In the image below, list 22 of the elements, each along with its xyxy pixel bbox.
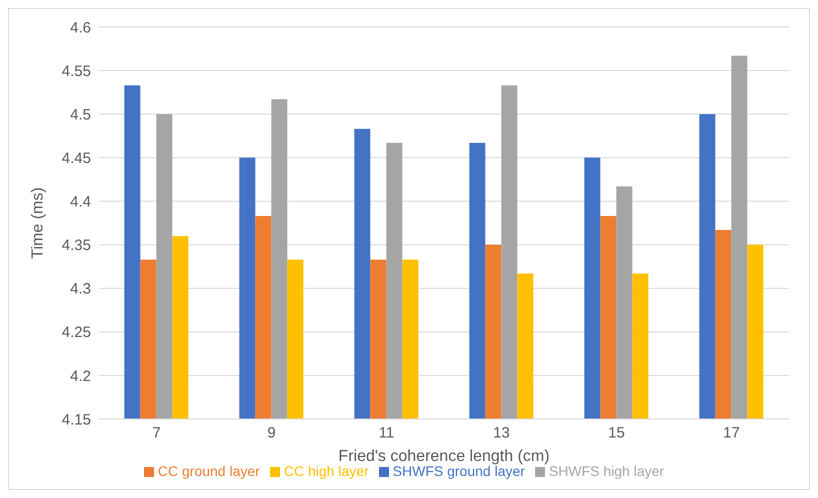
x-tick-label: 13 bbox=[493, 424, 510, 442]
y-tick-label: 4.55 bbox=[62, 62, 91, 80]
x-tick-label: 9 bbox=[267, 424, 276, 442]
y-tick-label: 4.45 bbox=[62, 150, 91, 167]
legend-label: CC high layer bbox=[284, 463, 369, 479]
y-tick-label: 4.15 bbox=[62, 411, 91, 428]
y-tick-label: 4.5 bbox=[70, 106, 91, 124]
x-tick-label: 17 bbox=[723, 424, 740, 442]
legend-label: SHWFS high layer bbox=[548, 463, 664, 479]
y-tick-label: 4.2 bbox=[70, 368, 91, 385]
x-tick-label: 15 bbox=[608, 424, 625, 442]
y-tick-label: 4.3 bbox=[70, 280, 91, 298]
legend-label: SHWFS ground layer bbox=[392, 463, 525, 479]
x-tick-label: 11 bbox=[378, 424, 394, 442]
x-axis-title: Fried's coherence length (cm) bbox=[338, 448, 550, 465]
y-axis-title: Time (ms) bbox=[30, 187, 47, 259]
y-tick-label: 4.35 bbox=[62, 237, 91, 254]
legend-label: CC ground layer bbox=[158, 463, 260, 479]
y-tick-label: 4.6 bbox=[70, 19, 91, 36]
y-tick-label: 4.25 bbox=[62, 324, 91, 342]
y-tick-label: 4.4 bbox=[70, 194, 91, 211]
x-tick-label: 7 bbox=[152, 424, 161, 442]
